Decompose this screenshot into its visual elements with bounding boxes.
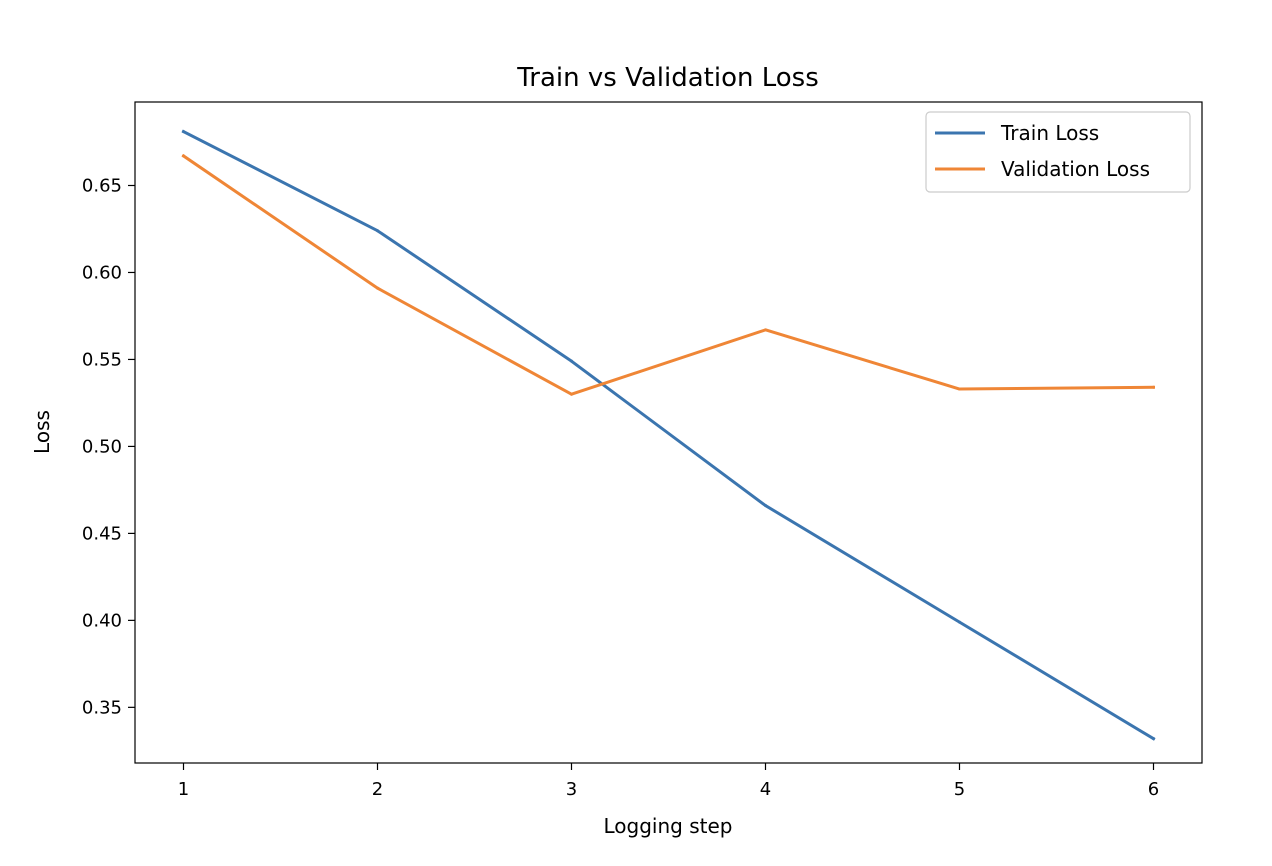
legend-box xyxy=(925,111,1191,193)
data-point xyxy=(958,387,961,391)
legend-label: Validation Loss xyxy=(1001,157,1150,181)
series-layer xyxy=(181,129,1156,741)
data-point xyxy=(376,229,379,233)
y-tick-label: 0.50 xyxy=(82,436,122,457)
legend-label: Train Loss xyxy=(1000,121,1099,145)
data-point xyxy=(958,620,961,624)
data-point xyxy=(182,154,185,158)
x-tick-label: 6 xyxy=(1148,779,1159,800)
y-tick-label: 0.65 xyxy=(82,175,122,196)
data-point xyxy=(1152,385,1155,389)
legend: Train Loss Validation Loss xyxy=(925,111,1191,193)
y-tick-label: 0.35 xyxy=(82,697,122,718)
y-axis-label: Loss xyxy=(30,410,54,454)
series-line-validation-loss xyxy=(181,153,1156,396)
series-line-train-loss xyxy=(181,129,1156,741)
x-tick-label: 3 xyxy=(566,779,577,800)
y-axis: 0.35 0.40 0.45 0.50 0.55 0.60 0.65 xyxy=(82,175,135,718)
data-point xyxy=(764,328,767,332)
data-point xyxy=(182,130,185,134)
x-tick-label: 4 xyxy=(760,779,771,800)
data-point xyxy=(1152,737,1155,741)
x-axis-label: Logging step xyxy=(604,814,733,838)
x-tick-label: 5 xyxy=(954,779,965,800)
x-tick-label: 1 xyxy=(178,779,189,800)
data-point xyxy=(376,286,379,290)
y-tick-label: 0.40 xyxy=(82,610,122,631)
x-axis: 1 2 3 4 5 6 xyxy=(178,763,1159,800)
data-point xyxy=(570,359,573,363)
y-tick-label: 0.60 xyxy=(82,262,122,283)
chart-title: Train vs Validation Loss xyxy=(516,63,819,93)
x-tick-label: 2 xyxy=(372,779,383,800)
data-point xyxy=(764,504,767,508)
data-point xyxy=(570,392,573,396)
plot-frame xyxy=(134,101,1203,764)
y-tick-label: 0.45 xyxy=(82,523,122,544)
y-tick-label: 0.55 xyxy=(82,349,122,370)
